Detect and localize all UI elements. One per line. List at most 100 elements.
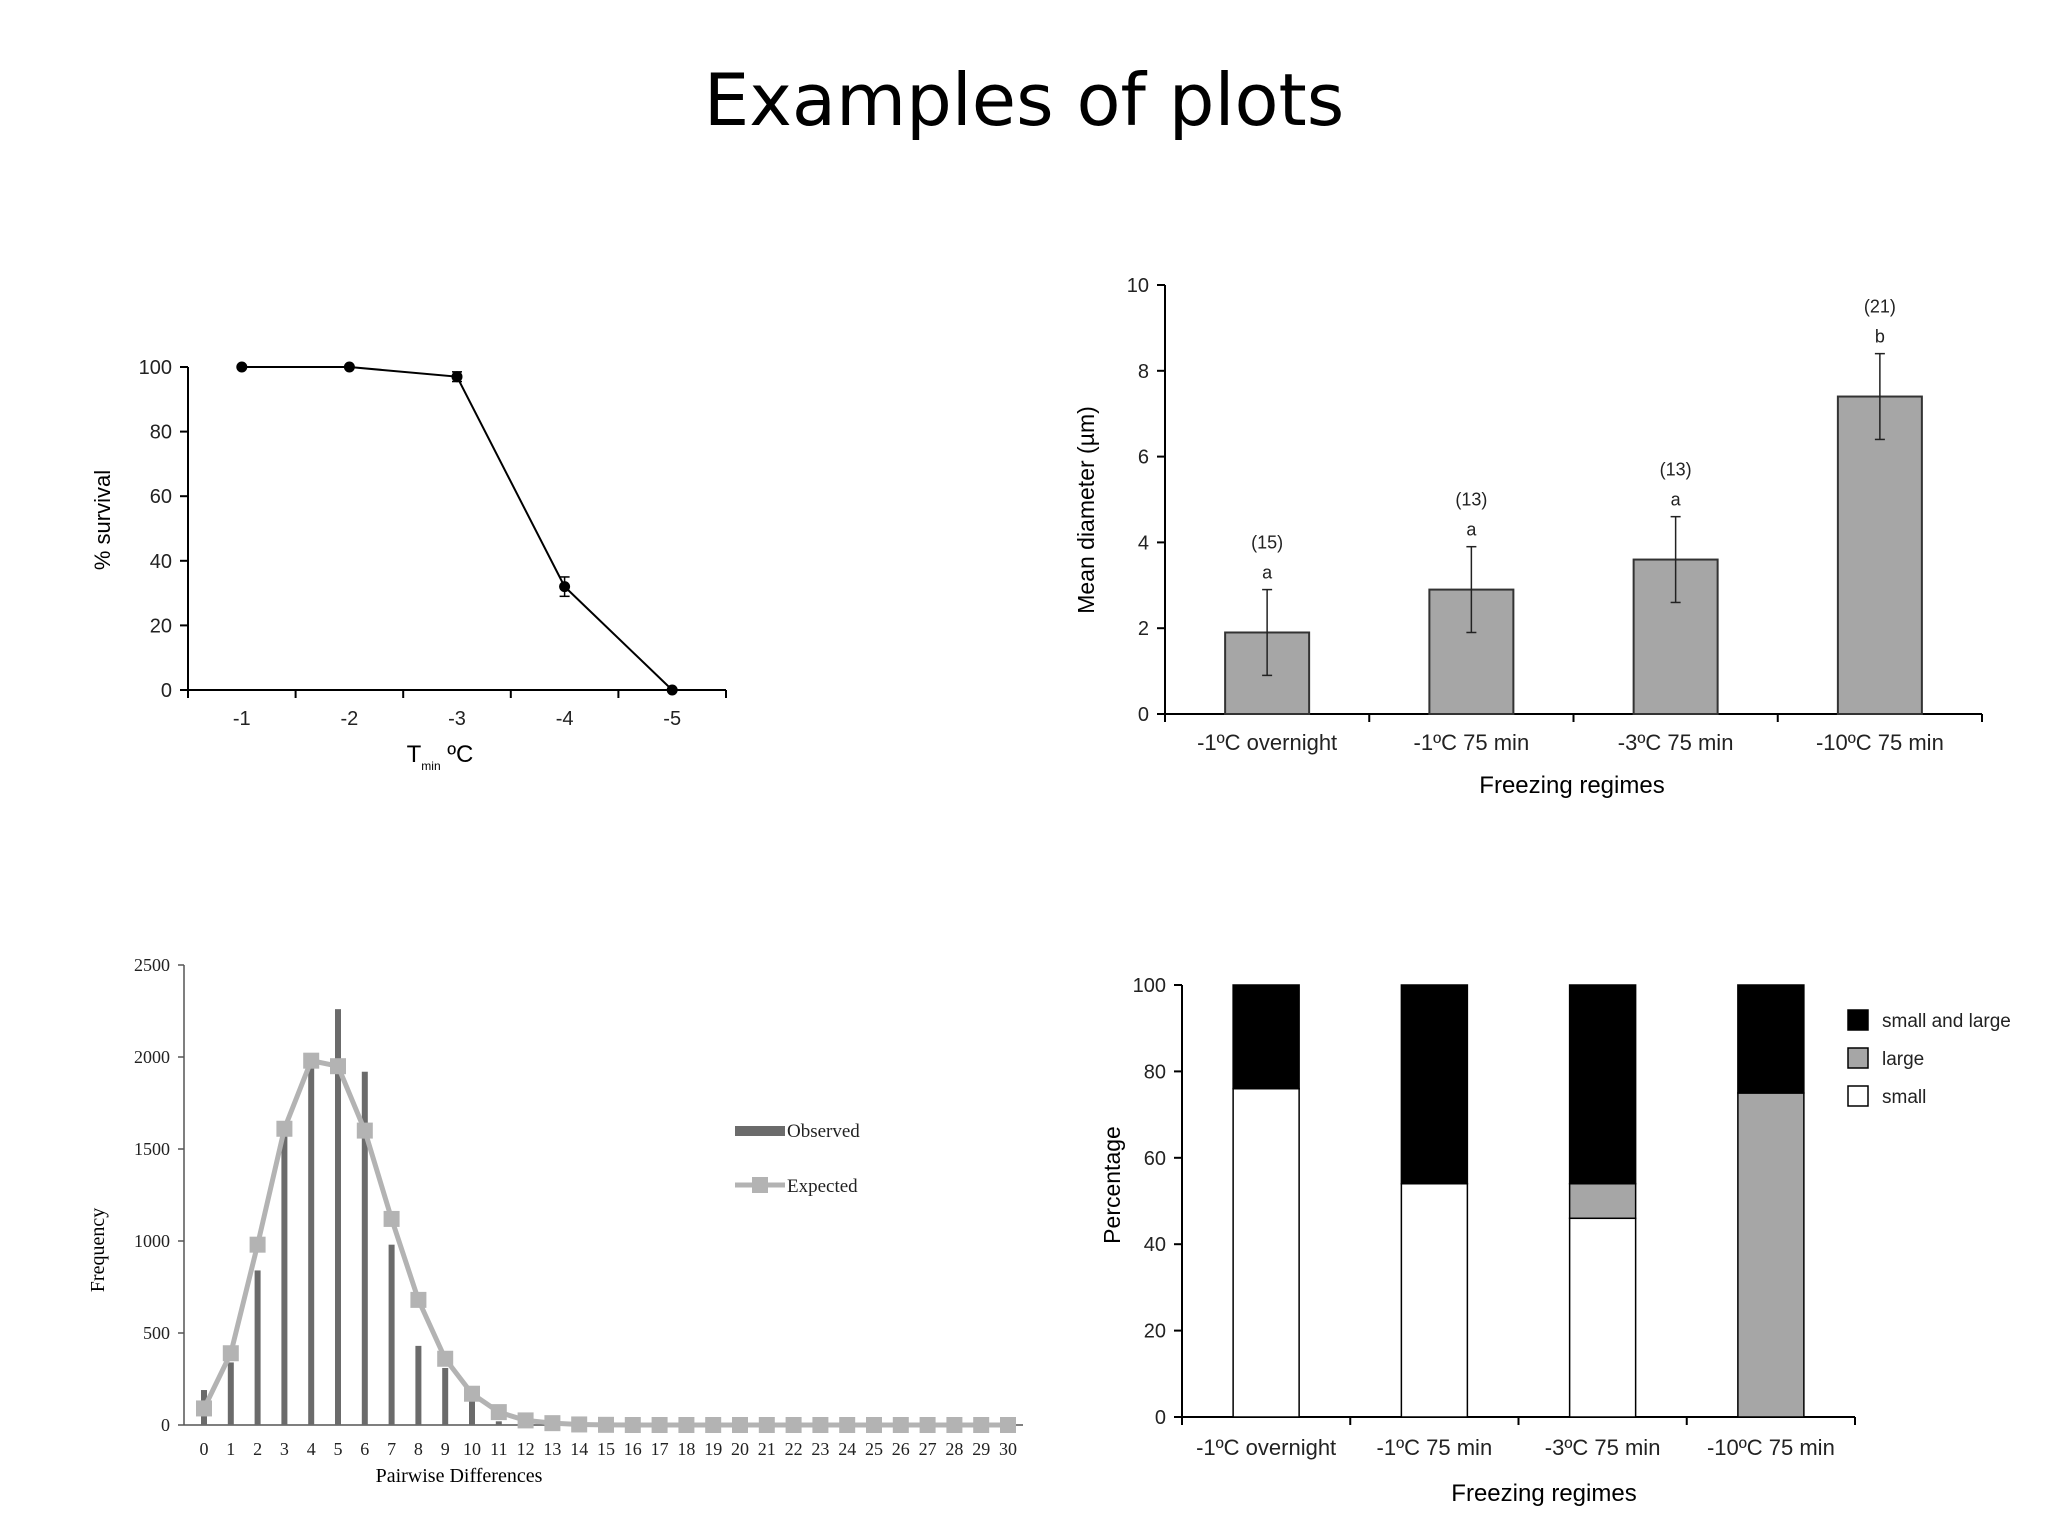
survival-xlabel-unit: ºC: [441, 741, 474, 768]
pairwise-observed-bar: [469, 1401, 475, 1425]
percentage-legend-label: large: [1882, 1049, 1924, 1070]
pairwise-observed-bar: [254, 1270, 261, 1425]
survival-xlabel-main: T: [407, 741, 422, 768]
pairwise-observed-bar: [308, 1068, 315, 1425]
percentage-bar-large: [1568, 1182, 1637, 1220]
percentage-marks: [1232, 984, 1805, 1418]
mean-diameter-y-tick-label: 10: [1127, 275, 1149, 297]
pairwise-expected-marker: [705, 1417, 722, 1433]
pairwise-expected-marker: [276, 1120, 293, 1137]
pairwise-x-tick-label: 2: [253, 1439, 262, 1459]
pairwise-x-tick-label: 13: [543, 1439, 561, 1459]
survival-y-tick-label: 40: [150, 551, 172, 573]
pairwise-x-tick-label: 24: [838, 1439, 856, 1459]
pairwise-x-tick-label: 29: [972, 1439, 990, 1459]
survival-x-tick-label: -1: [233, 708, 251, 730]
percentage-bar-small: [1568, 1217, 1637, 1418]
survival-line: [241, 366, 673, 691]
pairwise-x-tick-label: 4: [307, 1439, 316, 1459]
percentage-legend-label: small and large: [1882, 1011, 2011, 1032]
survival-point: [343, 361, 355, 373]
pairwise-x-tick-label: 28: [945, 1439, 963, 1459]
survival-axes: 0 20 40 60 80 100 -1 -2 -3 -4 -5: [139, 357, 727, 730]
pairwise-expected-line: [201, 1057, 1008, 1428]
percentage-chart: 0 20 40 60 80 100 -1ºC overnight -1ºC 75 min -3º…: [1099, 975, 2011, 1507]
mean-diameter-y-tick-label: 6: [1138, 447, 1149, 469]
mean-diameter-sig-letter: a: [1671, 490, 1682, 510]
pairwise-observed-bar: [415, 1345, 422, 1425]
percentage-category-label: -3ºC 75 min: [1545, 1435, 1661, 1460]
pairwise-expected-marker: [678, 1417, 695, 1433]
pairwise-observed-bar: [281, 1134, 288, 1425]
survival-point: [236, 361, 248, 373]
pairwise-expected-marker: [973, 1417, 990, 1433]
pairwise-legend-expected-marker: [752, 1177, 768, 1193]
survival-chart: 0 20 40 60 80 100 -1 -2 -3 -4 -5 % survival Tmin º…: [90, 357, 727, 773]
survival-xlabel-sub: min: [421, 759, 440, 773]
mean-diameter-category-label: -10ºC 75 min: [1816, 730, 1944, 755]
pairwise-x-tick-label: 7: [387, 1439, 396, 1459]
pairwise-expected-marker: [383, 1210, 400, 1227]
pairwise-observed-bar: [361, 1071, 368, 1425]
pairwise-x-tick-label: 8: [414, 1439, 423, 1459]
percentage-category-label: -1ºC overnight: [1196, 1435, 1336, 1460]
pairwise-x-tick-label: 21: [758, 1439, 776, 1459]
pairwise-expected-marker: [839, 1417, 856, 1433]
pairwise-marks: [196, 1009, 1016, 1433]
pairwise-expected-marker: [919, 1417, 936, 1433]
mean-diameter-category-label: -3ºC 75 min: [1618, 730, 1734, 755]
pairwise-x-tick-label: 9: [441, 1439, 450, 1459]
percentage-xlabel: Freezing regimes: [1451, 1480, 1636, 1507]
pairwise-observed-bar: [495, 1421, 502, 1425]
pairwise-x-tick-label: 19: [704, 1439, 722, 1459]
pairwise-x-tick-label: 26: [892, 1439, 910, 1459]
mean-diameter-n-label: (13): [1455, 490, 1487, 510]
pairwise-observed-bar: [227, 1362, 234, 1425]
pairwise-y-tick-label: 2000: [134, 1047, 170, 1067]
survival-x-tick-label: -2: [341, 708, 359, 730]
pairwise-x-tick-label: 12: [517, 1439, 535, 1459]
percentage-category-label: -1ºC 75 min: [1377, 1435, 1493, 1460]
pairwise-y-tick-label: 1000: [134, 1231, 170, 1251]
pairwise-x-tick-label: 17: [651, 1439, 669, 1459]
pairwise-observed-bar: [442, 1367, 449, 1425]
percentage-category-label: -10ºC 75 min: [1707, 1435, 1835, 1460]
pairwise-x-tick-label: 3: [280, 1439, 289, 1459]
pairwise-x-tick-label: 1: [226, 1439, 235, 1459]
pairwise-expected-marker: [544, 1415, 561, 1432]
pairwise-x-tick-label: 5: [334, 1439, 343, 1459]
mean-diameter-ylabel: Mean diameter (µm): [1073, 406, 1099, 614]
mean-diameter-y-tick-label: 2: [1138, 618, 1149, 640]
pairwise-observed-bar: [388, 1244, 395, 1425]
percentage-y-tick-label: 80: [1144, 1061, 1166, 1083]
pairwise-legend-observed-swatch: [735, 1126, 785, 1136]
survival-x-tick-label: -5: [663, 708, 681, 730]
percentage-bar-small: [1232, 1087, 1300, 1418]
percentage-y-tick-label: 0: [1155, 1407, 1166, 1429]
mean-diameter-category-label: -1ºC overnight: [1197, 730, 1337, 755]
pairwise-x-tick-label: 14: [570, 1439, 588, 1459]
mean-diameter-y-tick-label: 0: [1138, 704, 1149, 726]
pairwise-expected-marker: [732, 1417, 748, 1433]
pairwise-expected-marker: [866, 1417, 882, 1433]
pairwise-x-tick-label: 18: [677, 1439, 695, 1459]
percentage-bar-small-and-large: [1737, 984, 1805, 1094]
pairwise-expected-marker: [410, 1291, 427, 1308]
pairwise-legend-expected-label: Expected: [787, 1176, 858, 1197]
pairwise-y-tick-label: 1500: [134, 1139, 170, 1159]
survival-x-tick-label: -4: [556, 708, 574, 730]
percentage-y-tick-label: 40: [1144, 1234, 1166, 1256]
pairwise-x-tick-label: 23: [811, 1439, 829, 1459]
percentage-legend-label: small: [1882, 1087, 1926, 1108]
pairwise-observed-bar: [335, 1009, 341, 1425]
survival-ylabel: % survival: [90, 470, 115, 570]
pairwise-expected-marker: [946, 1417, 963, 1433]
pairwise-xlabel: Pairwise Differences: [376, 1465, 543, 1487]
pairwise-expected-marker: [303, 1052, 320, 1069]
pairwise-y-tick-label: 2500: [134, 955, 170, 975]
pairwise-expected-marker: [758, 1417, 775, 1433]
pairwise-expected-marker: [517, 1412, 534, 1429]
pairwise-expected-marker: [196, 1400, 212, 1417]
